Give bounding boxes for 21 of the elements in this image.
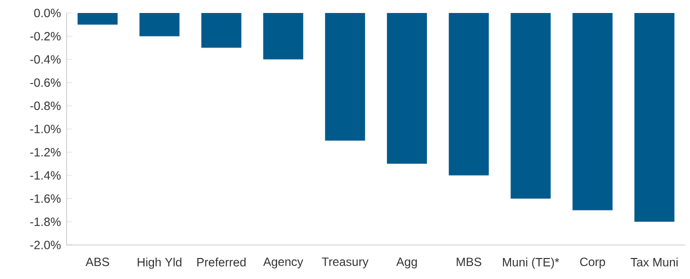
x-tick-label: Agency [263, 258, 304, 268]
y-tick-label: -1.4% [30, 171, 61, 180]
y-tick-label: -0.6% [30, 78, 61, 87]
y-tick-label: -1.0% [30, 124, 61, 134]
x-tick-label: ABS [86, 258, 110, 266]
y-tick-label: -0.4% [30, 55, 61, 64]
x-tick-label: MBS [456, 258, 482, 266]
x-tick-label: Treasury [322, 258, 368, 268]
x-tick-label: Tax Muni [630, 258, 678, 266]
x-tick-label: Agg [396, 258, 417, 268]
y-tick-label: -2.0% [30, 240, 61, 250]
y-tick-label: -1.2% [30, 148, 61, 156]
x-tick-label: High Yld [138, 258, 182, 269]
x-tick-label: Preferred [197, 258, 246, 266]
y-tick-label: -0.2% [30, 32, 61, 40]
y-tick-label: -1.8% [30, 218, 61, 226]
x-tick-label: Muni (TE)* [502, 258, 560, 269]
y-tick-label: -0.8% [30, 102, 61, 110]
y-tick-label: -1.6% [30, 194, 61, 203]
x-tick-label: Corp [580, 258, 606, 268]
y-tick-label: 0.0% [34, 8, 61, 18]
